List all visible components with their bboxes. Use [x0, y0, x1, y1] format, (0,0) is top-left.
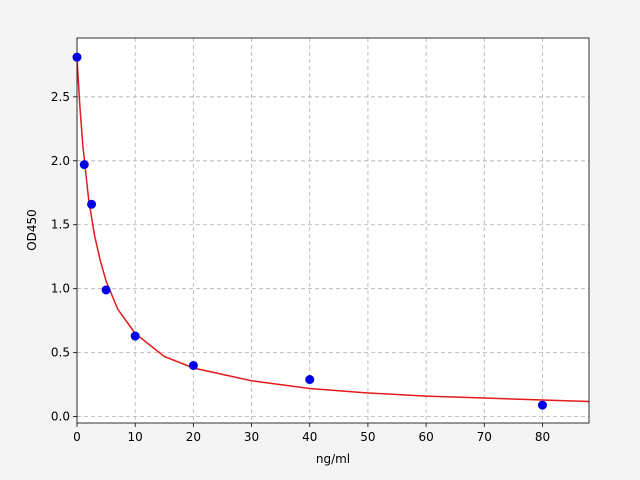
data-point	[79, 160, 89, 170]
y-tick-label: 2.5	[51, 90, 70, 104]
data-point	[537, 400, 547, 410]
y-tick-label: 0.5	[51, 346, 70, 360]
x-tick-label: 30	[244, 430, 259, 444]
fit-curve	[76, 58, 590, 403]
y-axis-label: OD450	[25, 209, 39, 251]
data-point	[305, 375, 315, 385]
plot-frame	[76, 37, 590, 424]
data-point	[130, 331, 140, 341]
y-tick-label: 1.0	[51, 282, 70, 296]
data-point	[72, 52, 82, 62]
x-tick-label: 20	[186, 430, 201, 444]
data-point	[101, 285, 111, 295]
x-tick-label: 0	[73, 430, 81, 444]
y-tick-label: 0.0	[51, 410, 70, 424]
y-tick-label: 1.5	[51, 218, 70, 232]
x-tick-label: 80	[535, 430, 550, 444]
x-tick-label: 70	[477, 430, 492, 444]
plot-area	[77, 38, 589, 423]
x-tick-label: 50	[360, 430, 375, 444]
x-tick-label: 60	[418, 430, 433, 444]
x-axis-label: ng/ml	[316, 452, 350, 466]
data-point	[87, 199, 97, 209]
x-tick-label: 40	[302, 430, 317, 444]
y-tick-label: 2.0	[51, 154, 70, 168]
data-point	[188, 360, 198, 370]
x-tick-label: 10	[128, 430, 143, 444]
